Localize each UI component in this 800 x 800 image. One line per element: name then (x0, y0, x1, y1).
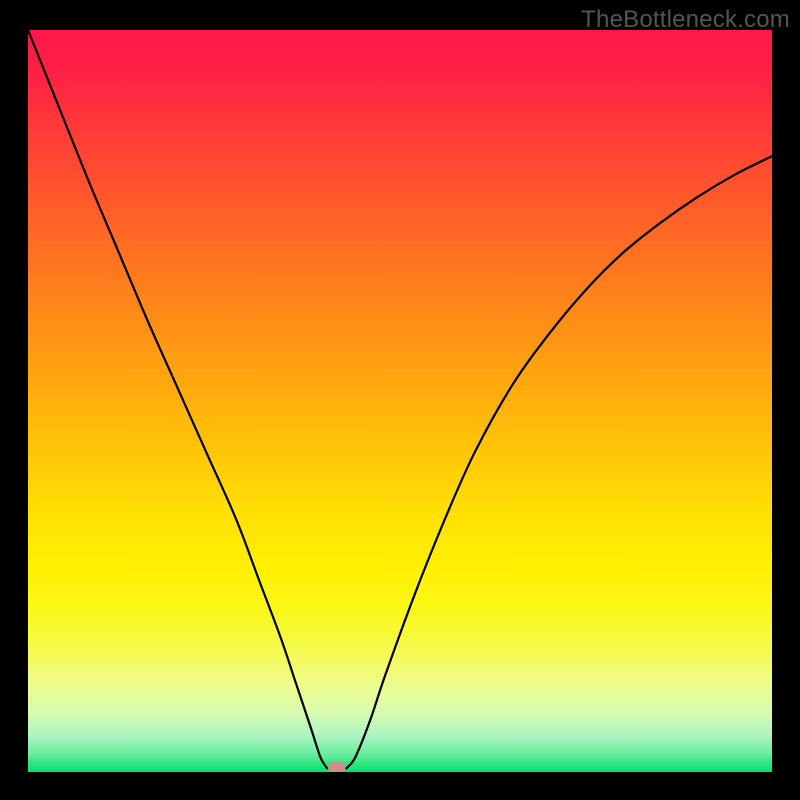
minimum-marker (328, 762, 345, 772)
chart-svg (28, 30, 772, 772)
plot-area (28, 30, 772, 772)
gradient-background (28, 30, 772, 772)
chart-frame: TheBottleneck.com (0, 0, 800, 800)
